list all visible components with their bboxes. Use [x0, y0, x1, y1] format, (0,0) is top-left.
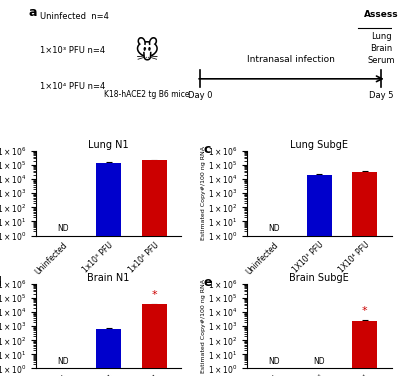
- Text: b: b: [0, 143, 1, 156]
- Bar: [307, 175, 332, 376]
- Bar: [96, 329, 121, 376]
- Bar: [352, 321, 377, 376]
- Text: 1×10³ PFU n=4: 1×10³ PFU n=4: [40, 45, 105, 55]
- Text: ND: ND: [58, 356, 69, 365]
- Text: ND: ND: [314, 356, 325, 365]
- Y-axis label: Estimated Copy#/100 ng RNA: Estimated Copy#/100 ng RNA: [202, 279, 206, 373]
- Bar: [352, 171, 377, 376]
- Text: 1×10⁴ PFU n=4: 1×10⁴ PFU n=4: [40, 82, 105, 91]
- Text: Uninfected  n=4: Uninfected n=4: [40, 12, 108, 21]
- Title: Lung SubgE: Lung SubgE: [290, 140, 348, 150]
- Text: 🐭: 🐭: [134, 39, 159, 63]
- Text: a: a: [29, 6, 37, 19]
- Bar: [142, 305, 166, 376]
- Text: Assess: Assess: [364, 11, 399, 20]
- Bar: [142, 160, 166, 376]
- Bar: [96, 163, 121, 376]
- Text: c: c: [203, 143, 210, 156]
- Text: d: d: [0, 276, 1, 288]
- Text: *: *: [151, 290, 157, 300]
- Text: K18-hACE2 tg B6 mice: K18-hACE2 tg B6 mice: [104, 90, 189, 99]
- Title: Brain SubgE: Brain SubgE: [290, 273, 349, 283]
- Text: ND: ND: [268, 356, 280, 365]
- Text: Intranasal infection: Intranasal infection: [248, 55, 335, 64]
- Text: *: *: [362, 306, 368, 316]
- Text: Day 0: Day 0: [188, 91, 212, 100]
- Text: ND: ND: [58, 224, 69, 233]
- Title: Lung N1: Lung N1: [88, 140, 129, 150]
- Title: Brain N1: Brain N1: [88, 273, 130, 283]
- Text: Lung
Brain
Serum: Lung Brain Serum: [368, 32, 395, 65]
- Text: ND: ND: [268, 224, 280, 233]
- Text: e: e: [203, 276, 212, 288]
- Y-axis label: Estimated Copy#/100 ng RNA: Estimated Copy#/100 ng RNA: [202, 146, 206, 240]
- Text: Day 5: Day 5: [369, 91, 394, 100]
